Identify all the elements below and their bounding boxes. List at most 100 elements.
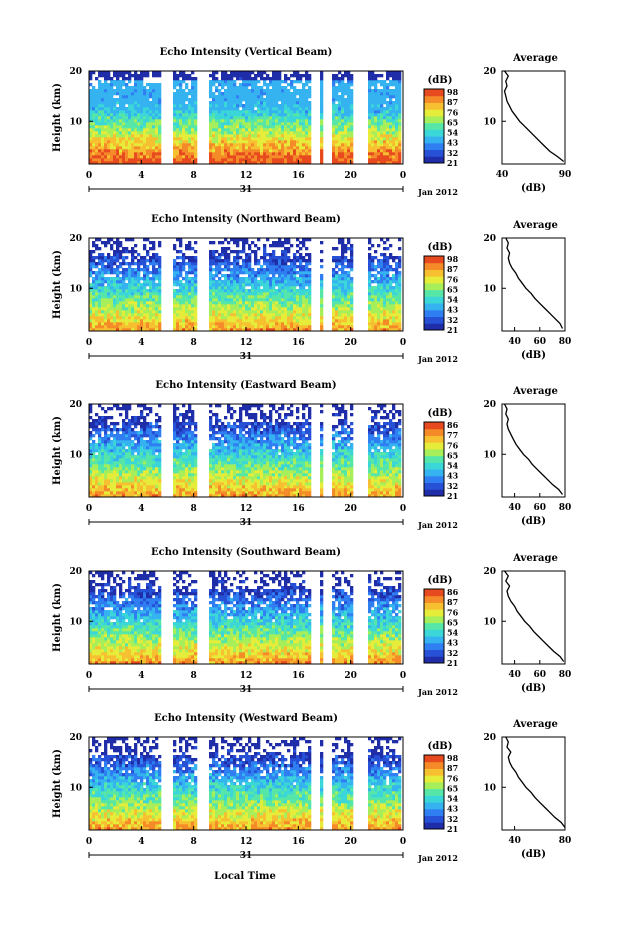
heatmap-cell	[368, 286, 372, 290]
heatmap-cell	[338, 274, 342, 278]
heatmap-cell	[92, 125, 96, 129]
heatmap-cell	[104, 92, 108, 96]
heatmap-cell	[320, 316, 324, 320]
heatmap-cell	[368, 98, 372, 102]
heatmap-cell	[143, 328, 147, 332]
heatmap-cell	[389, 307, 393, 311]
heatmap-cell	[245, 80, 249, 84]
heatmap-cell	[173, 122, 177, 126]
heatmap-cell	[98, 274, 102, 278]
heatmap-cell	[128, 110, 132, 114]
heatmap-cell	[227, 274, 231, 278]
heatmap-cell	[230, 128, 234, 132]
heatmap-cell	[341, 74, 345, 78]
heatmap-cell	[368, 325, 372, 329]
heatmap-cell	[266, 89, 270, 93]
heatmap-cell	[245, 140, 249, 144]
heatmap-cell	[134, 128, 138, 132]
heatmap-cell	[185, 247, 189, 251]
heatmap-cell	[371, 265, 375, 269]
heatmap-cell	[245, 86, 249, 90]
heatmap-cell	[344, 146, 348, 150]
heatmap-cell	[131, 274, 135, 278]
heatmap-cell	[386, 262, 390, 266]
heatmap-cell	[233, 313, 237, 317]
heatmap-cell	[293, 253, 297, 257]
heatmap-cell	[227, 101, 231, 105]
heatmap-cell	[392, 161, 396, 165]
heatmap-cell	[140, 155, 144, 159]
heatmap-cell	[98, 95, 102, 99]
heatmap-cell	[176, 283, 180, 287]
heatmap-cell	[209, 137, 213, 141]
heatmap-cell	[179, 116, 183, 120]
heatmap-cell	[281, 107, 285, 111]
heatmap-cell	[296, 277, 300, 281]
heatmap-cell	[158, 146, 162, 150]
heatmap-cell	[110, 313, 114, 317]
heatmap-cell	[104, 307, 108, 311]
heatmap-cell	[98, 149, 102, 153]
heatmap-cell	[137, 83, 141, 87]
heatmap-cell	[146, 134, 150, 138]
heatmap-cell	[107, 92, 111, 96]
heatmap-cell	[122, 298, 126, 302]
heatmap-cell	[380, 122, 384, 126]
heatmap-cell	[380, 83, 384, 87]
heatmap-cell	[278, 131, 282, 135]
heatmap-cell	[308, 104, 312, 108]
heatmap-cell	[224, 268, 228, 272]
heatmap-cell	[272, 83, 276, 87]
heatmap-cell	[116, 238, 120, 242]
heatmap-cell	[281, 149, 285, 153]
heatmap-cell	[347, 328, 351, 332]
heatmap-cell	[209, 149, 213, 153]
heatmap-cell	[272, 161, 276, 165]
heatmap-cell	[209, 92, 213, 96]
heatmap-cell	[335, 491, 339, 495]
heatmap-cell	[137, 316, 141, 320]
heatmap-cell	[242, 328, 246, 332]
heatmap-cell	[368, 301, 372, 305]
heatmap-cell	[368, 107, 372, 111]
heatmap-cell	[194, 125, 198, 129]
heatmap-cell	[191, 83, 195, 87]
heatmap-cell	[149, 86, 153, 90]
heatmap-cell	[287, 265, 291, 269]
heatmap-cell	[386, 83, 390, 87]
heatmap-cell	[380, 134, 384, 138]
heatmap-cell	[119, 134, 123, 138]
heatmap-cell	[101, 277, 105, 281]
heatmap-cell	[272, 110, 276, 114]
heatmap-cell	[269, 143, 273, 147]
heatmap-cell	[104, 110, 108, 114]
heatmap-cell	[377, 98, 381, 102]
heatmap-cell	[341, 83, 345, 87]
heatmap-cell	[122, 110, 126, 114]
heatmap-cell	[95, 256, 99, 260]
heatmap-cell	[335, 247, 339, 251]
heatmap-cell	[257, 89, 261, 93]
heatmap-cell	[98, 304, 102, 308]
heatmap-cell	[98, 488, 102, 492]
heatmap-cell	[320, 71, 324, 75]
heatmap-cell	[176, 74, 180, 78]
heatmap-cell	[176, 271, 180, 275]
heatmap-cell	[398, 310, 402, 314]
heatmap-cell	[377, 277, 381, 281]
heatmap-cell	[344, 319, 348, 323]
heatmap-cell	[371, 131, 375, 135]
heatmap-cell	[137, 271, 141, 275]
heatmap-cell	[95, 89, 99, 93]
heatmap-cell	[113, 89, 117, 93]
heatmap-cell	[374, 274, 378, 278]
heatmap-cell	[350, 155, 354, 159]
heatmap-cell	[209, 95, 213, 99]
heatmap-cell	[389, 119, 393, 123]
heatmap-cell	[143, 134, 147, 138]
heatmap-cell	[245, 328, 249, 332]
heatmap-cell	[227, 146, 231, 150]
heatmap-cell	[263, 104, 267, 108]
heatmap-cell	[149, 259, 153, 263]
heatmap-cell	[380, 259, 384, 263]
